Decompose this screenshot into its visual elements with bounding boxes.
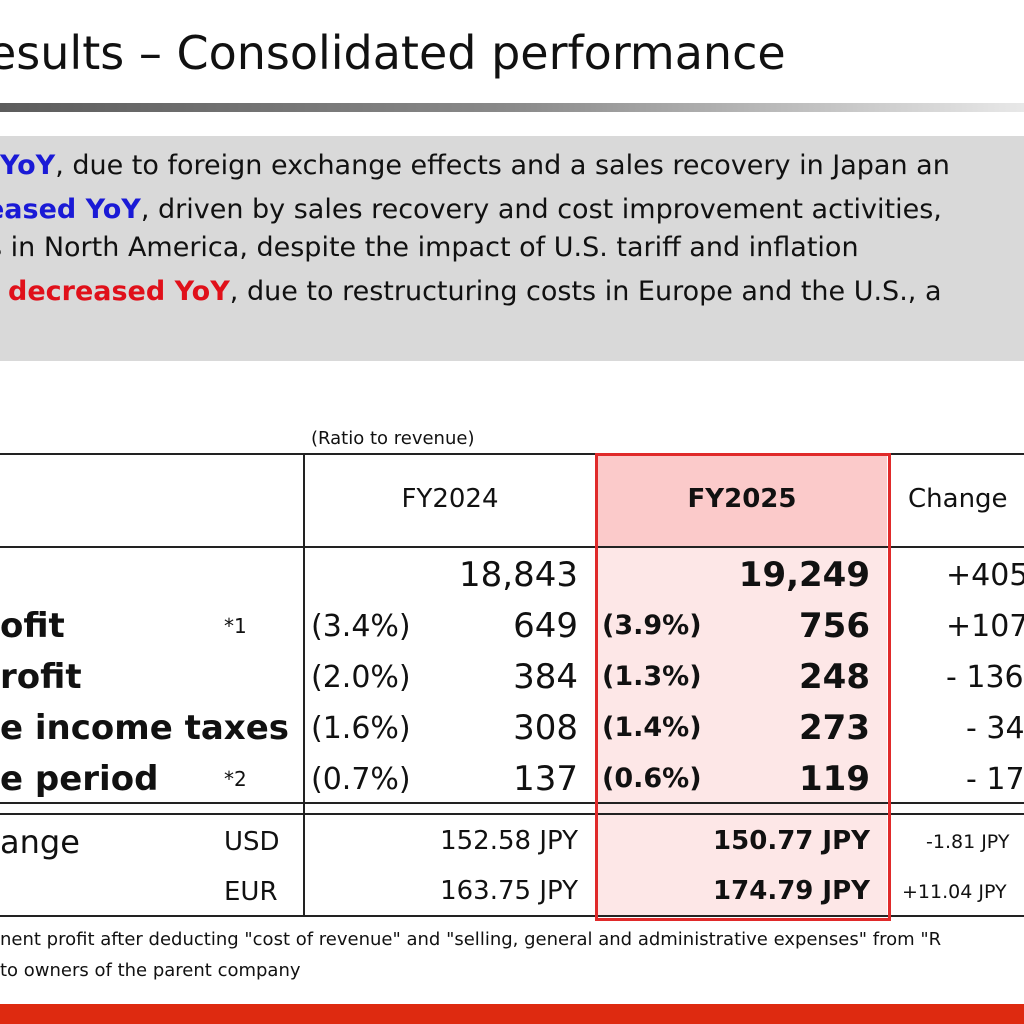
row4-fy2025-ratio: (1.4%) <box>602 712 702 743</box>
row2-fy2024-ratio: (3.4%) <box>311 609 411 644</box>
title-underline <box>0 103 1024 112</box>
bottom-accent-bar <box>0 1004 1024 1024</box>
row5-fy2024-ratio: (0.7%) <box>311 762 411 797</box>
fx-eur-fy2024: 163.75 JPY <box>440 876 578 906</box>
row2-label: ofit <box>0 606 65 646</box>
summary-line-4: decreased YoY, due to restructuring cost… <box>8 276 942 307</box>
footnote-1: nent profit after deducting "cost of rev… <box>0 929 942 950</box>
fx-divider-top <box>0 802 1024 804</box>
row5-fy2025-value: 119 <box>799 759 870 799</box>
row4-change: - 34 <box>966 711 1024 746</box>
fy2025-header-bg <box>597 455 887 547</box>
row2-fy2024-value: 649 <box>513 606 578 646</box>
row1-fy2024-value: 18,843 <box>459 555 578 595</box>
row3-label: rofit <box>0 657 82 697</box>
fy2025-highlight-frame <box>595 453 891 921</box>
fx-label: ange <box>0 823 80 861</box>
fx-eur-label: EUR <box>224 877 278 907</box>
ratio-note: (Ratio to revenue) <box>311 428 475 449</box>
row4-fy2025-value: 273 <box>799 708 870 748</box>
col-divider-label <box>303 453 305 917</box>
footnote-2: to owners of the parent company <box>0 960 301 981</box>
summary-line-1: YoY, due to foreign exchange effects and… <box>0 150 950 181</box>
row3-fy2025-value: 248 <box>799 657 870 697</box>
page-title: esults – Consolidated performance <box>0 26 786 80</box>
fx-eur-fy2025: 174.79 JPY <box>713 876 870 906</box>
fx-usd-change: -1.81 JPY <box>926 831 1010 853</box>
fx-usd-label: USD <box>224 827 280 857</box>
summary-line-2: eased YoY, driven by sales recovery and … <box>0 194 942 225</box>
row2-change: +107 <box>946 609 1024 644</box>
fx-divider-bottom <box>0 813 1024 815</box>
table-bottom-border <box>0 915 1024 917</box>
row3-fy2024-value: 384 <box>513 657 578 697</box>
row5-label: e period <box>0 759 159 799</box>
row5-fy2025-ratio: (0.6%) <box>602 763 702 794</box>
row3-change: - 136 <box>946 660 1024 695</box>
row4-fy2024-ratio: (1.6%) <box>311 711 411 746</box>
fx-eur-change: +11.04 JPY <box>902 881 1007 903</box>
row5-note: *2 <box>224 767 247 791</box>
row1-change: +405 <box>946 558 1024 593</box>
row4-label: e income taxes <box>0 708 290 748</box>
table-top-border <box>0 453 1024 455</box>
row5-change: - 17 <box>966 762 1024 797</box>
summary-box: YoY, due to foreign exchange effects and… <box>0 136 1024 361</box>
row2-fy2025-ratio: (3.9%) <box>602 610 702 641</box>
fx-usd-fy2025: 150.77 JPY <box>713 826 870 856</box>
fx-usd-fy2024: 152.58 JPY <box>440 826 578 856</box>
row3-fy2024-ratio: (2.0%) <box>311 660 411 695</box>
row2-fy2025-value: 756 <box>799 606 870 646</box>
row4-fy2024-value: 308 <box>513 708 578 748</box>
row1-fy2025-value: 19,249 <box>738 555 870 595</box>
header-change: Change <box>908 484 1008 514</box>
row5-fy2024-value: 137 <box>513 759 578 799</box>
row3-fy2025-ratio: (1.3%) <box>602 661 702 692</box>
summary-line-3: s in North America, despite the impact o… <box>0 232 859 263</box>
header-fy2024: FY2024 <box>401 484 499 514</box>
header-bottom-border <box>0 546 1024 548</box>
row2-note: *1 <box>224 614 247 638</box>
header-fy2025: FY2025 <box>687 484 797 514</box>
